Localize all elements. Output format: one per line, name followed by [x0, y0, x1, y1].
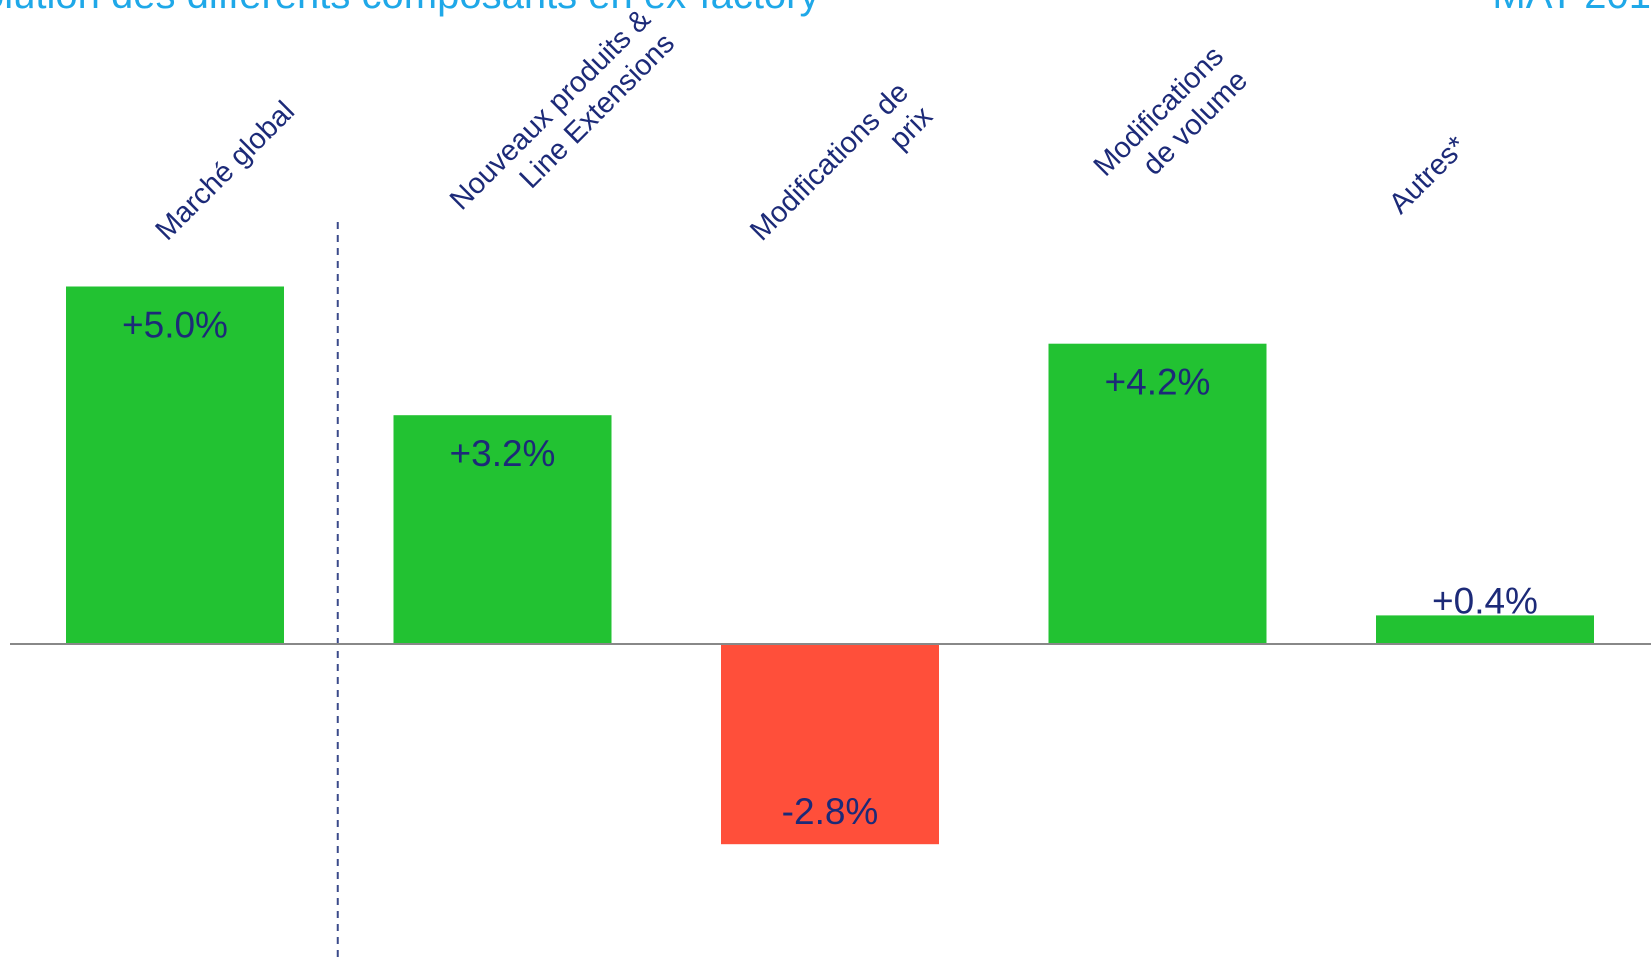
bars-layer: [66, 286, 1594, 845]
category-label-2: Modifications deprix: [744, 76, 939, 271]
value-label-1: +3.2%: [450, 433, 556, 474]
bar-1: [393, 415, 612, 644]
bar-3: [1048, 343, 1267, 644]
category-label-2-line-0: Modifications de: [744, 76, 915, 247]
value-label-3: +4.2%: [1105, 362, 1211, 403]
category-label-3: Modificationsde volume: [1088, 40, 1254, 206]
bar-4: [1376, 615, 1594, 644]
value-label-4: +0.4%: [1432, 580, 1538, 621]
chart-period: MAT 201: [1492, 0, 1651, 17]
bar-0: [66, 286, 284, 644]
category-label-0: Marché global: [150, 95, 301, 246]
category-label-1: Nouveaux produits &Line Extensions: [444, 3, 681, 240]
value-label-0: +5.0%: [122, 305, 228, 346]
bar-2: [721, 644, 939, 845]
value-label-2: -2.8%: [782, 791, 879, 832]
category-label-4: Autres*: [1383, 130, 1473, 220]
category-label-1-line-0: Nouveaux produits &: [444, 3, 657, 216]
category-label-0-line-0: Marché global: [150, 95, 301, 246]
category-label-4-line-0: Autres*: [1383, 130, 1473, 220]
chart-title: olution des différents composants en ex-…: [0, 0, 820, 17]
